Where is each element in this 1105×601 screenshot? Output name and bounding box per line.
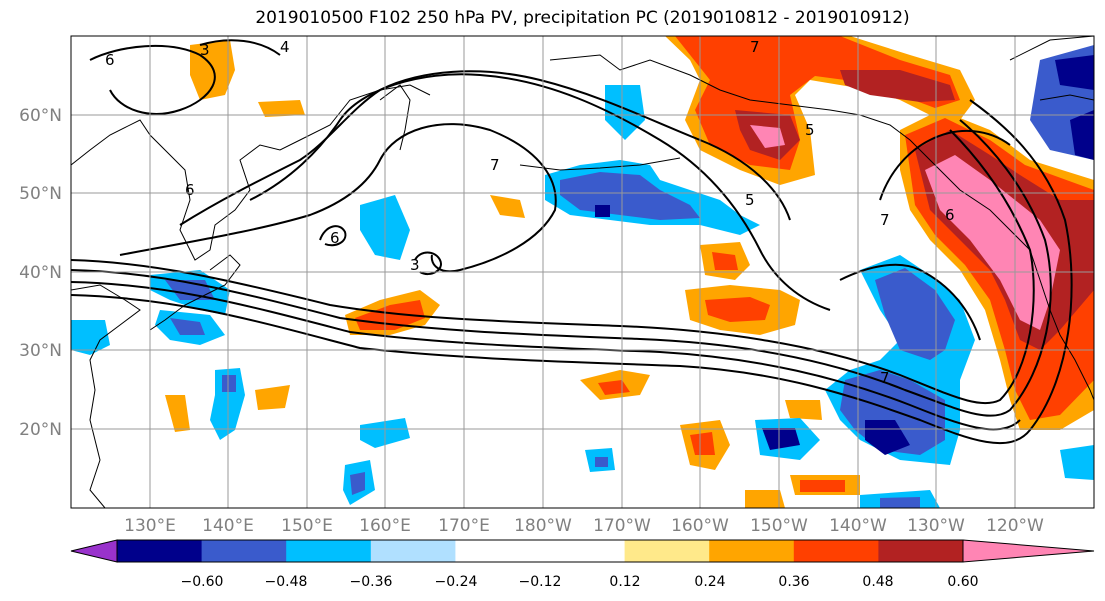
colorbar-tick-label: −0.12 [519,574,562,590]
colorbar-swatch [540,540,626,562]
lat-label: 60°N [19,106,62,126]
colorbar-tick-label: −0.24 [435,574,478,590]
contour-label: 5 [745,191,755,209]
map-title: 2019010500 F102 250 hPa PV, precipitatio… [255,8,910,28]
colorbar-extend-max [962,539,1095,563]
contour-label: 7 [880,211,890,229]
lon-label: 150°W [750,516,808,536]
lat-label: 20°N [19,420,62,440]
colorbar-swatch [624,540,710,562]
contour-label: 6 [945,206,955,224]
lon-label: 150°E [281,516,333,536]
colorbar-tick-label: 0.12 [609,574,640,590]
contour-label: 7 [490,156,500,174]
lon-label: 140°W [829,516,887,536]
colorbar-tick-label: −0.48 [265,574,308,590]
colorbar-tick-label: −0.60 [181,574,224,590]
contour-label: 7 [750,38,760,56]
lat-label: 40°N [19,263,62,283]
lon-label: 170°E [438,516,490,536]
colorbar-swatch [455,540,541,562]
contour-label: 6 [185,181,195,199]
colorbar-swatch [793,540,879,562]
colorbar-swatch [878,540,964,562]
pv-contours [71,39,1073,444]
lon-label: 160°E [359,516,411,536]
contour-label: 6 [330,229,340,247]
colorbar-labels: −0.60 −0.48 −0.36 −0.24 −0.12 0.12 0.24 … [181,574,979,590]
colorbar-tick-label: −0.36 [350,574,393,590]
colorbar-tick-label: 0.36 [778,574,809,590]
lon-label: 140°E [202,516,254,536]
lon-label: 130°W [907,516,965,536]
contour-label: 3 [410,256,420,274]
map-frame [70,35,1095,509]
lon-label: 180°W [514,516,572,536]
contour-label: 7 [880,369,890,387]
gridlines [71,36,1094,508]
lat-label: 50°N [19,184,62,204]
colorbar [70,539,1095,563]
colorbar-tick-label: 0.48 [862,574,893,590]
lon-label: 120°W [986,516,1044,536]
contour-label: 4 [280,38,290,56]
colorbar-swatch [370,540,456,562]
latitude-labels: 20°N 30°N 40°N 50°N 60°N [19,106,62,440]
longitude-labels: 130°E 140°E 150°E 160°E 170°E 180°W 170°… [124,516,1044,536]
colorbar-swatch [117,540,203,562]
colorbar-tick-label: 0.60 [947,574,978,590]
contour-label: 5 [805,121,815,139]
lon-label: 130°E [124,516,176,536]
contour-label: 6 [105,51,115,69]
colorbar-tick-label: 0.24 [694,574,725,590]
contour-labels: 3 4 6 6 7 3 6 5 7 5 7 6 7 [105,38,955,387]
colorbar-swatch [286,540,372,562]
lon-label: 170°W [593,516,651,536]
lat-label: 30°N [19,341,62,361]
colorbar-swatch [201,540,287,562]
colorbar-outline [116,539,964,563]
coastlines [71,36,1094,508]
lon-label: 160°W [671,516,729,536]
contour-label: 3 [200,41,210,59]
colorbar-swatch [709,540,795,562]
colorbar-extend-min [70,539,118,563]
map-area: 3 4 6 6 7 3 6 5 7 5 7 6 7 [71,36,1094,508]
